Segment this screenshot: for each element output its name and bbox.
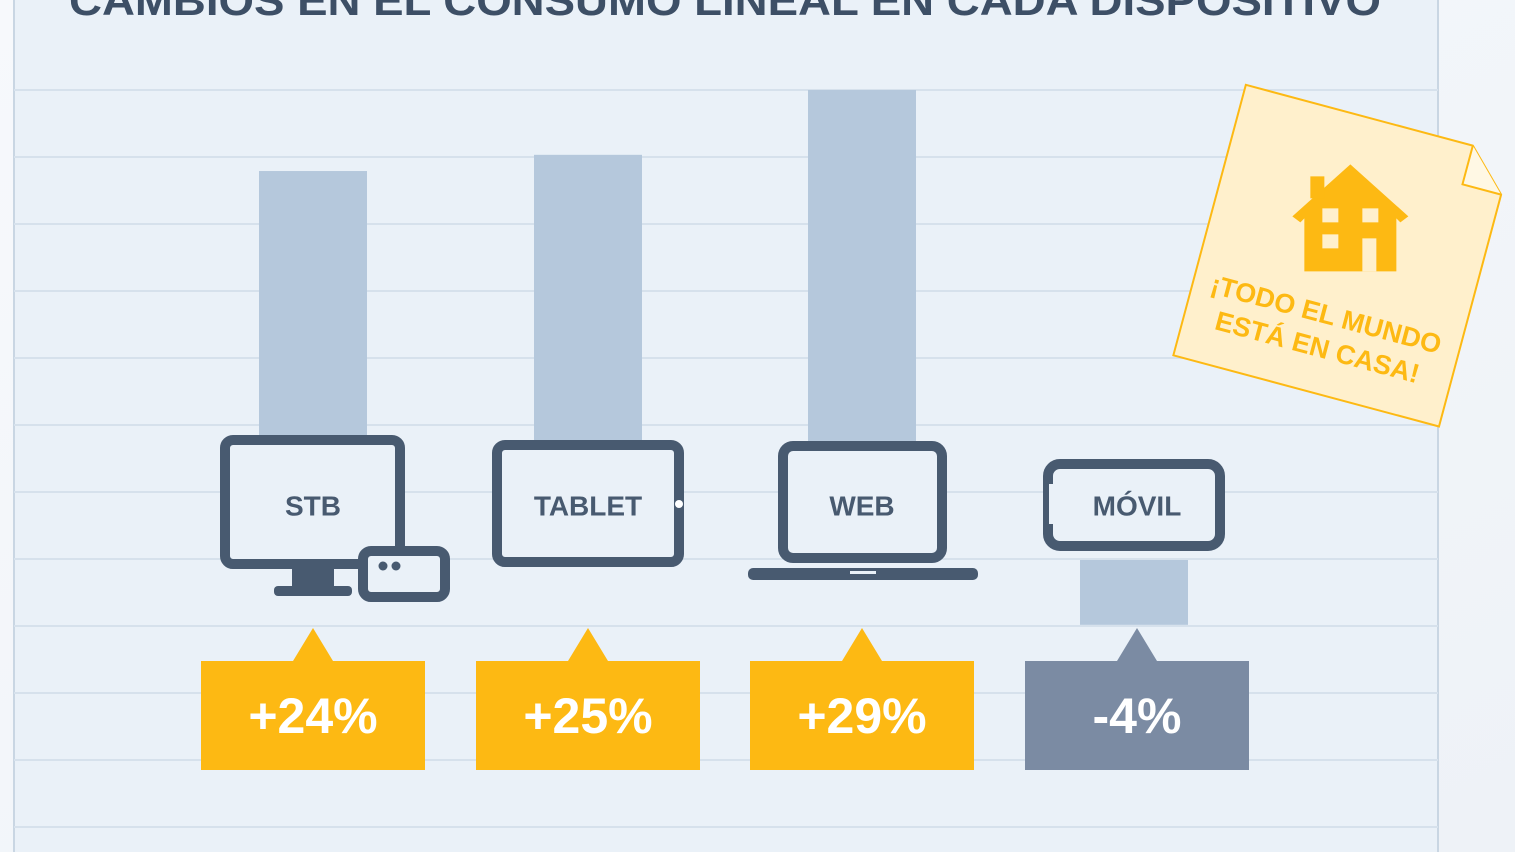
label-box bbox=[1025, 628, 1249, 770]
value-label: -4% bbox=[1093, 688, 1182, 744]
category-label: WEB bbox=[829, 490, 894, 521]
value-label: +29% bbox=[797, 688, 926, 744]
label-box bbox=[201, 628, 425, 770]
category-label: TABLET bbox=[534, 490, 642, 521]
chart-title: CAMBIOS EN EL CONSUMO LINEAL EN CADA DIS… bbox=[69, 0, 1381, 24]
label-box bbox=[476, 628, 700, 770]
category-label: MÓVIL bbox=[1093, 490, 1182, 521]
bar bbox=[1080, 560, 1188, 625]
note: ¡TODO EL MUNDO ESTÁ EN CASA! bbox=[1172, 83, 1503, 428]
device-icons bbox=[220, 435, 1225, 602]
category-label: STB bbox=[285, 490, 341, 521]
labels: STB +24% TABLET +25% WEB +29% MÓVIL -4% bbox=[201, 490, 1249, 770]
value-label: +25% bbox=[523, 688, 652, 744]
value-label: +24% bbox=[248, 688, 377, 744]
label-box bbox=[750, 628, 974, 770]
